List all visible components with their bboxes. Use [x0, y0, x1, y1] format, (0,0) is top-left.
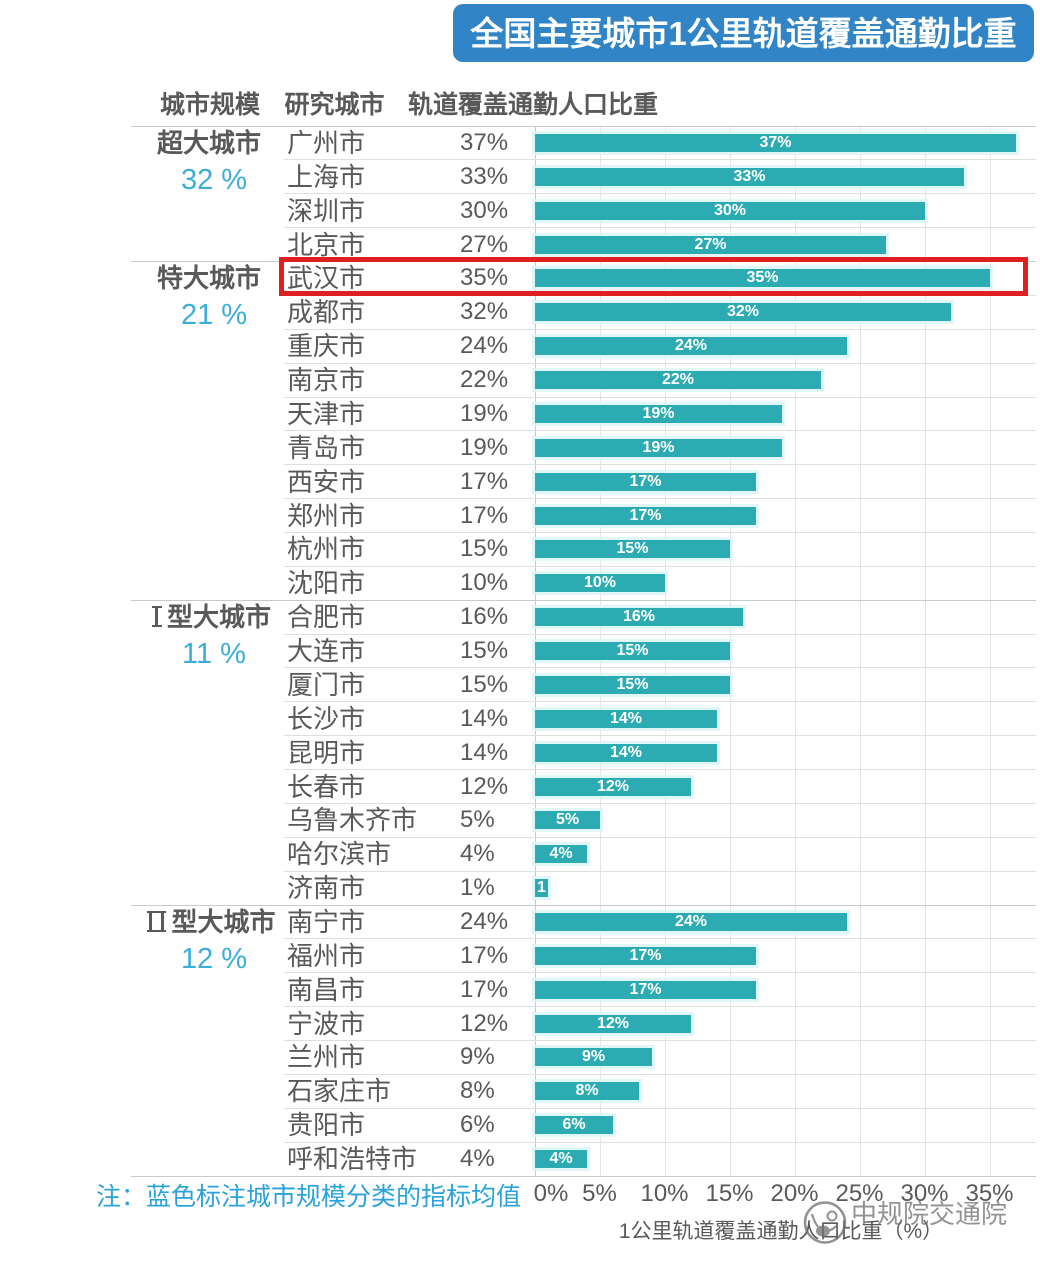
svg-text:中规院交通院: 中规院交通院: [851, 1199, 1007, 1229]
